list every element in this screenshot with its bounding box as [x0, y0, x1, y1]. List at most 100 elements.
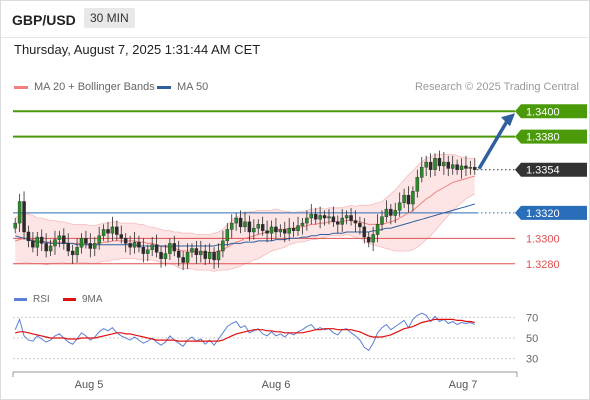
x-axis-label: Aug 5	[75, 379, 104, 391]
candle-body-down	[455, 164, 459, 170]
candle-body-down	[119, 234, 124, 239]
support-level-label: 1.3280	[526, 259, 560, 271]
candle-body-up	[459, 165, 464, 170]
candle	[119, 225, 124, 244]
resistance-level-tag: 1.3400	[515, 104, 587, 119]
candle-body-up	[185, 252, 190, 263]
rsi-tick-label: 50	[526, 333, 538, 345]
candle	[362, 218, 367, 244]
candle	[384, 200, 389, 222]
legend-rsi-ma: 9MA	[63, 294, 103, 305]
candle	[229, 214, 234, 239]
candle-body-up	[57, 235, 62, 240]
candle	[358, 216, 362, 235]
candle-body-down	[106, 229, 110, 234]
rsi-tick-label: 70	[526, 312, 538, 324]
candle-body-down	[265, 230, 269, 234]
candle	[340, 209, 344, 232]
candle-body-up	[93, 243, 97, 249]
current-level-tag: 1.3354	[515, 162, 587, 177]
candle	[62, 228, 66, 250]
candle	[212, 247, 216, 269]
candle	[26, 225, 31, 248]
candle-body-up	[442, 161, 446, 167]
candle	[106, 221, 110, 243]
current-tag-shape	[515, 162, 587, 177]
candle-body-down	[128, 243, 132, 248]
candle-body-up	[424, 161, 428, 168]
candle-body-down	[154, 244, 159, 253]
candle-body-down	[70, 250, 75, 256]
candle	[424, 155, 428, 177]
candle	[194, 240, 199, 264]
candle	[389, 204, 393, 225]
candle-body-up	[371, 234, 375, 243]
candle	[53, 230, 57, 255]
candle	[221, 230, 225, 258]
candle-body-up	[97, 235, 101, 244]
candle-body-down	[137, 241, 141, 248]
candle-body-down	[349, 215, 353, 221]
candle	[375, 214, 380, 243]
x-axis-label: Aug 6	[262, 379, 291, 391]
candle-body-down	[389, 208, 393, 216]
candle-body-up	[225, 229, 230, 242]
candle	[256, 219, 261, 235]
candle	[336, 215, 340, 234]
candle	[70, 244, 75, 264]
rsi-swatch	[14, 298, 27, 301]
candle	[287, 218, 291, 241]
rsi-label: RSI	[33, 294, 50, 305]
candle	[234, 212, 238, 231]
candle	[344, 210, 349, 225]
candle-body-down	[473, 166, 477, 170]
candle	[225, 223, 230, 246]
candle-body-up	[375, 224, 380, 235]
candle	[247, 215, 252, 241]
candle	[309, 204, 314, 225]
candle	[150, 237, 154, 257]
candle-body-down	[31, 240, 35, 248]
pivot-level-tag: 1.3320	[515, 205, 587, 220]
candle	[84, 230, 88, 249]
candle-body-up	[48, 245, 53, 252]
candle-body-up	[190, 248, 194, 253]
arrow-head	[501, 113, 515, 127]
candle	[411, 186, 415, 212]
candle-body-down	[84, 238, 88, 244]
candle-body-up	[216, 250, 221, 261]
candle-body-down	[406, 194, 411, 205]
candle-body-up	[53, 239, 57, 247]
candle	[154, 234, 159, 258]
timeframe-selector[interactable]: 30 MIN	[84, 8, 135, 28]
candle-body-up	[221, 240, 225, 252]
candle-body-down	[247, 221, 252, 233]
credit-text: Research © 2025 Trading Central	[414, 81, 579, 93]
candle-body-up	[110, 226, 115, 234]
candle	[57, 230, 62, 248]
candle	[455, 159, 459, 175]
candle-body-up	[199, 250, 203, 256]
candle	[110, 216, 115, 241]
candle-body-up	[243, 221, 247, 228]
candle-body-down	[358, 222, 362, 228]
candle-body-down	[212, 252, 216, 261]
candle-body-down	[437, 158, 442, 167]
candle-body-down	[176, 250, 181, 258]
candle-body-up	[75, 247, 79, 256]
candle	[437, 150, 442, 171]
candle-body-down	[336, 221, 340, 225]
candle	[402, 188, 406, 208]
candle-body-down	[88, 243, 93, 249]
candle-body-down	[464, 165, 468, 169]
candle-body-up	[207, 252, 212, 259]
candle-body-up	[256, 224, 261, 229]
candle	[39, 229, 44, 252]
x-axis-label: Aug 7	[449, 379, 478, 391]
pivot-level-value: 1.3320	[526, 208, 560, 220]
resistance-level-value: 1.3380	[526, 132, 560, 144]
candle-body-down	[115, 226, 119, 235]
candle	[313, 207, 318, 225]
current-level-value: 1.3354	[526, 165, 560, 177]
